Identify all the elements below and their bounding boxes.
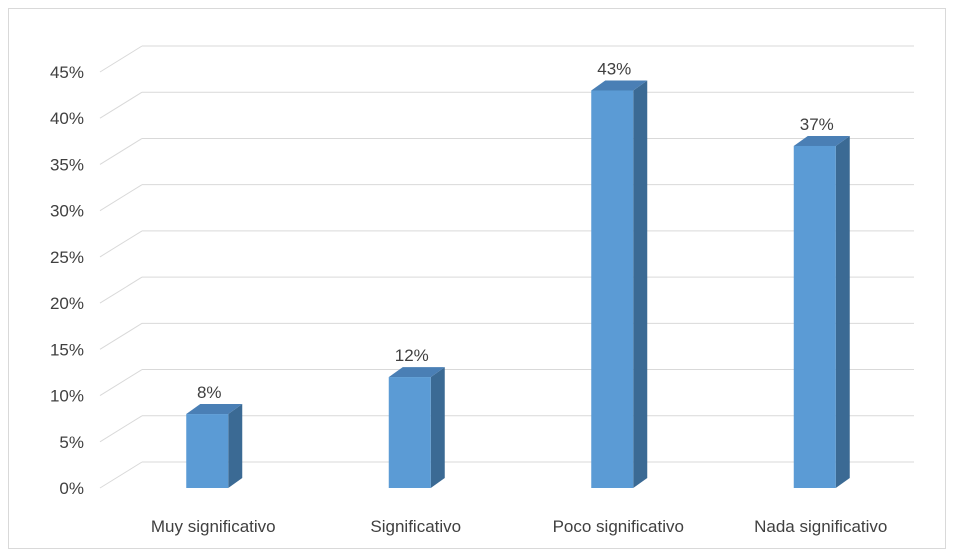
chart-frame bbox=[8, 8, 946, 549]
gridline-depth bbox=[99, 276, 143, 304]
y-axis-ticks: 0% 5% 10% 15% 20% 25% 30% 35% 40% 45% bbox=[50, 63, 84, 498]
y-tick-label: 0% bbox=[59, 479, 84, 498]
gridlines bbox=[99, 45, 914, 489]
gridline-depth bbox=[99, 91, 143, 119]
bar-top bbox=[388, 367, 445, 378]
y-tick-label: 10% bbox=[50, 387, 84, 406]
y-tick-label: 45% bbox=[50, 63, 84, 82]
bar bbox=[793, 145, 836, 488]
gridline-depth bbox=[99, 415, 143, 443]
y-tick-label: 20% bbox=[50, 294, 84, 313]
data-label: 8% bbox=[197, 383, 222, 402]
y-tick-label: 15% bbox=[50, 340, 84, 359]
data-label: 43% bbox=[597, 59, 631, 78]
bar-top bbox=[793, 135, 850, 146]
bar-top bbox=[186, 404, 243, 415]
bar-side bbox=[633, 80, 648, 488]
x-axis-categories: Muy significativo Significativo Poco signi… bbox=[151, 517, 887, 536]
gridline-depth bbox=[99, 322, 143, 350]
y-tick-label: 5% bbox=[59, 433, 84, 452]
data-labels: 8% 12% 43% 37% bbox=[197, 59, 834, 402]
y-tick-label: 35% bbox=[50, 155, 84, 174]
y-tick-label: 25% bbox=[50, 248, 84, 267]
gridline-depth bbox=[99, 369, 143, 396]
gridline-depth bbox=[99, 230, 143, 258]
y-tick-label: 40% bbox=[50, 109, 84, 128]
bar-side bbox=[228, 404, 243, 488]
bar bbox=[591, 90, 634, 488]
data-label: 37% bbox=[800, 115, 834, 134]
bar bbox=[186, 414, 229, 488]
bar-top bbox=[591, 80, 648, 91]
bar-side bbox=[835, 135, 850, 488]
x-category-label: Significativo bbox=[370, 517, 461, 536]
bar bbox=[388, 377, 431, 488]
bar-side bbox=[430, 367, 445, 488]
gridline-depth bbox=[99, 138, 143, 165]
x-category-label: Muy significativo bbox=[151, 517, 276, 536]
gridline-depth bbox=[99, 461, 143, 489]
gridline-depth bbox=[99, 184, 143, 212]
gridline-depth bbox=[99, 45, 143, 73]
data-label: 12% bbox=[395, 346, 429, 365]
x-category-label: Nada significativo bbox=[754, 517, 887, 536]
y-tick-label: 30% bbox=[50, 202, 84, 221]
x-category-label: Poco significativo bbox=[553, 517, 684, 536]
bars bbox=[186, 80, 850, 488]
